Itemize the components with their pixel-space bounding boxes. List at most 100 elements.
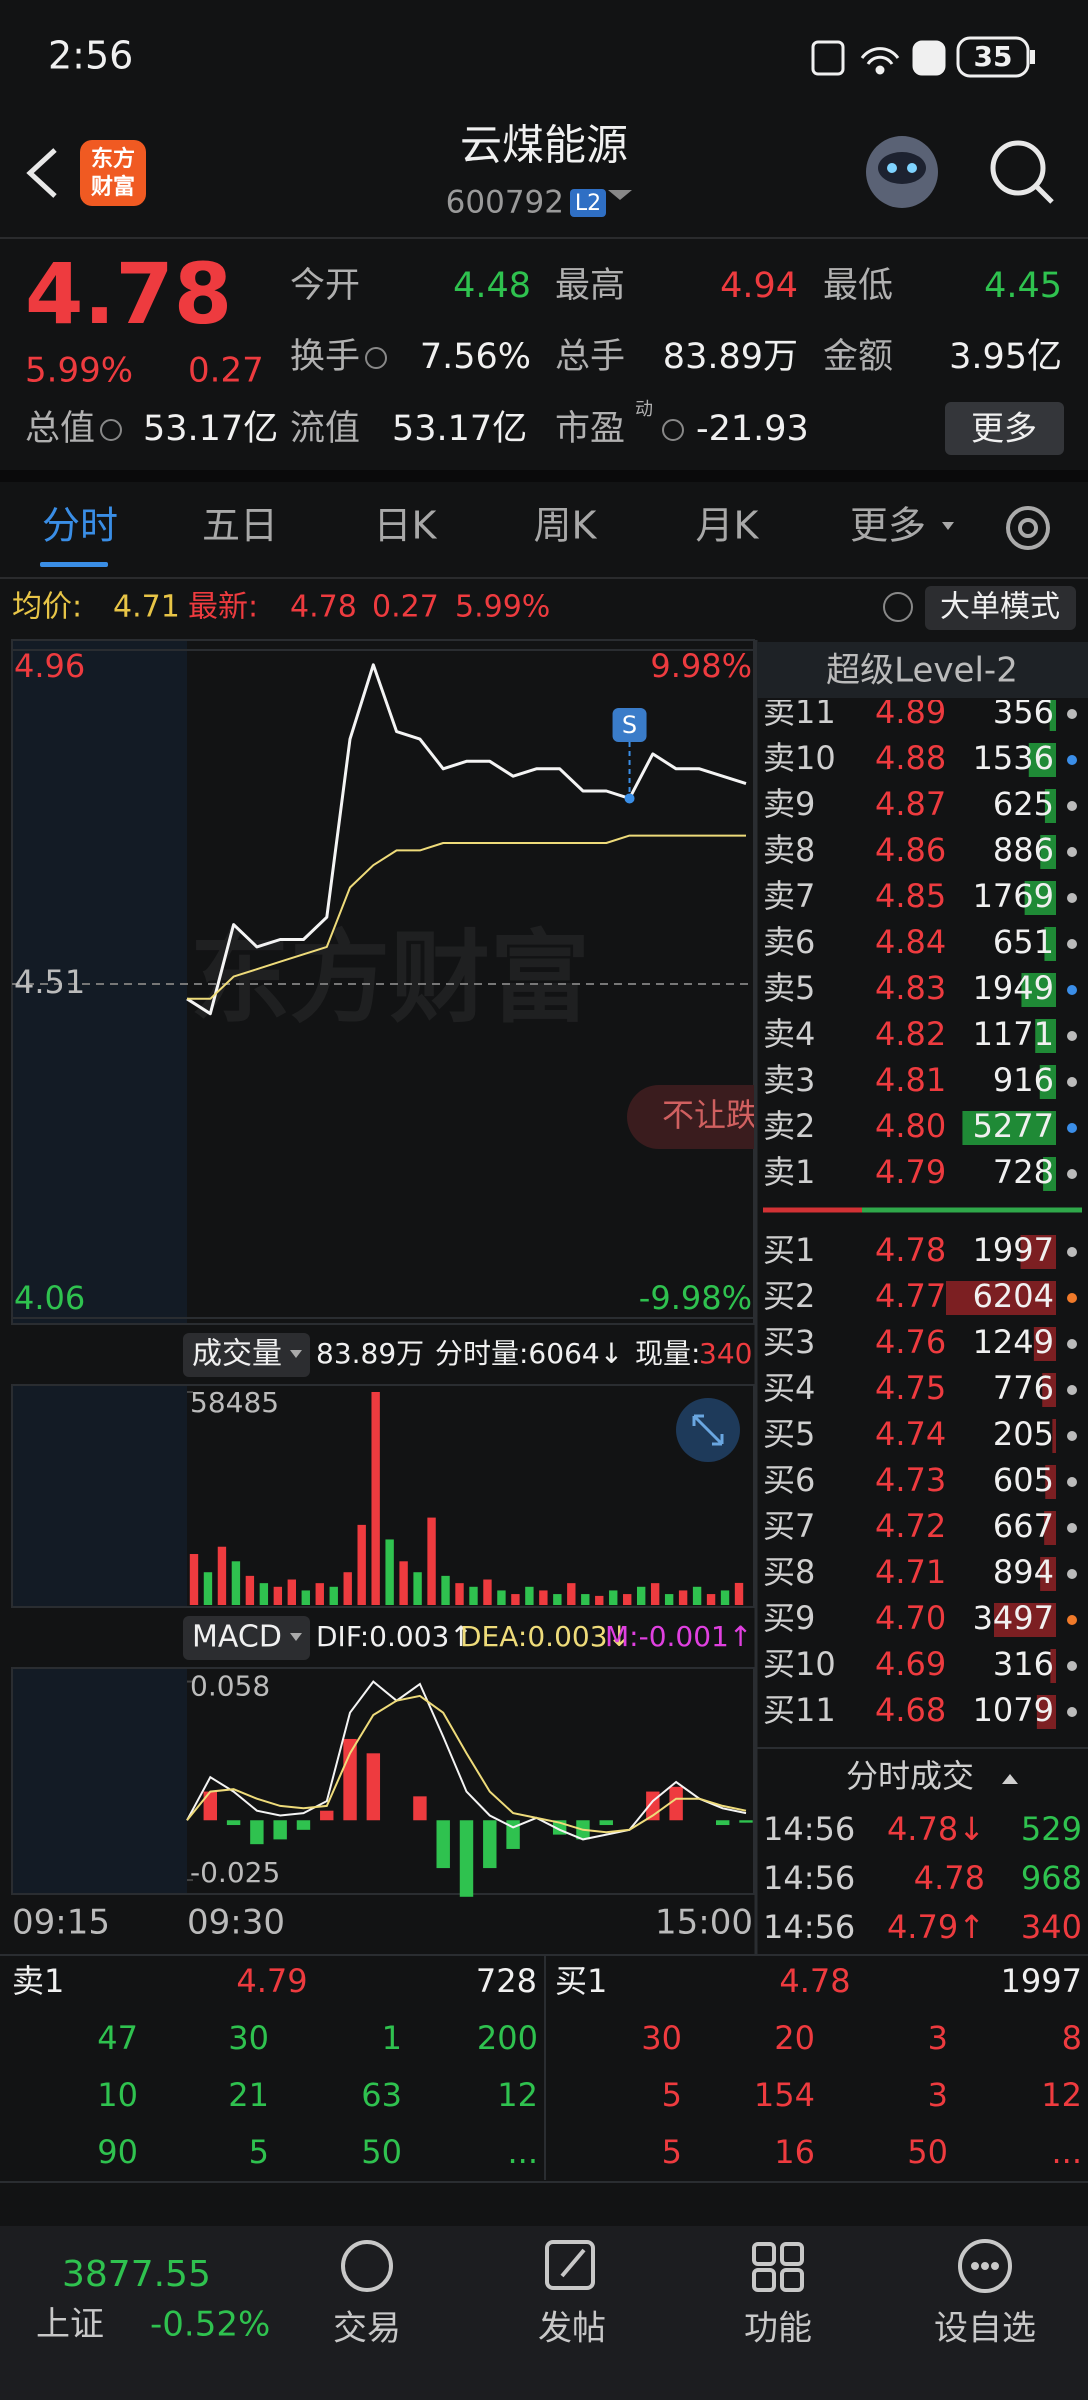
book-volume: 316 [993, 1645, 1054, 1683]
queue-order: 8 [1062, 2019, 1082, 2057]
nav-item[interactable]: 交易 [333, 2309, 401, 2349]
book-dot [1067, 1385, 1077, 1395]
macd-bar [320, 1810, 334, 1821]
code-dropdown[interactable] [608, 190, 632, 200]
book-label: 卖7 [763, 877, 815, 915]
indicator-select[interactable] [183, 1333, 310, 1377]
book-label: 买5 [763, 1415, 815, 1453]
premarket-zone [12, 1385, 187, 1607]
tab[interactable]: 日K [374, 504, 438, 548]
tab[interactable]: 分时 [42, 504, 118, 548]
book-label: 卖5 [763, 969, 815, 1007]
nav-item[interactable]: 功能 [744, 2309, 812, 2349]
panel-header [757, 642, 1088, 698]
indicator-name: MACD [192, 1620, 282, 1655]
tab-caret[interactable] [942, 522, 954, 530]
trade-volume: 529 [1021, 1810, 1082, 1848]
macd-bar [716, 1820, 730, 1826]
volume-bar [217, 1546, 227, 1605]
index-pct[interactable]: -0.52% [150, 2305, 270, 2345]
stock-name: 云煤能源 [460, 121, 628, 170]
book-volume: 651 [993, 923, 1054, 961]
book-price: 4.77 [875, 1277, 946, 1315]
assistant-icon[interactable] [866, 136, 938, 208]
volume-bar [539, 1590, 548, 1605]
book-label: 买2 [763, 1277, 815, 1315]
book-volume: 1769 [973, 877, 1054, 915]
info-icon[interactable] [365, 347, 387, 369]
volume-bar [720, 1590, 730, 1605]
field-value: 53.17亿 [143, 409, 278, 449]
tab[interactable]: 更多 [850, 504, 926, 548]
more-button[interactable]: 更多 [971, 409, 1037, 448]
macd-bar [599, 1820, 613, 1826]
field-value: 4.45 [984, 266, 1062, 306]
nav-item[interactable]: 发帖 [538, 2309, 606, 2349]
field-label: 最高 [555, 266, 625, 306]
stock-code: 600792 [446, 185, 564, 221]
volume-bar [273, 1586, 283, 1605]
search-button[interactable] [990, 140, 1054, 204]
info-icon[interactable] [662, 419, 684, 441]
tab[interactable]: 五日 [202, 504, 278, 548]
book-dot [1067, 1339, 1077, 1349]
volume-bar [357, 1524, 366, 1605]
indicator-select[interactable] [183, 1616, 310, 1660]
volume-bar [664, 1594, 674, 1605]
macd-bar [459, 1820, 474, 1897]
field-label: 今开 [290, 266, 360, 306]
queue-order: 1 [382, 2019, 402, 2057]
back-button[interactable] [26, 148, 57, 198]
book-dot [1067, 1569, 1077, 1579]
book-volume: 3497 [973, 1599, 1054, 1637]
trades-caret[interactable] [1002, 1774, 1018, 1784]
book-price: 4.83 [875, 969, 946, 1007]
book-volume: 916 [993, 1061, 1054, 1099]
book-label: 买10 [763, 1645, 836, 1683]
more-button-bg[interactable] [945, 402, 1064, 455]
section-gap [0, 470, 1088, 482]
settings-button[interactable] [1006, 506, 1050, 550]
book-label: 卖6 [763, 923, 815, 961]
trades-title[interactable]: 分时成交 [846, 1757, 974, 1795]
queue-order: 63 [361, 2076, 402, 2114]
field-value: 83.89万 [663, 337, 798, 377]
nav-item[interactable]: 设自选 [934, 2309, 1036, 2349]
macd-bar [483, 1820, 497, 1869]
help-icon[interactable] [883, 592, 913, 622]
marker-bg[interactable] [612, 708, 647, 742]
info-icon[interactable] [100, 419, 122, 441]
y-tick-label: 0.058 [190, 1670, 270, 1703]
level-label: 买1 [555, 1962, 607, 2000]
tab-indicator [40, 562, 108, 567]
book-price: 4.80 [875, 1107, 946, 1145]
volume-bar [595, 1595, 604, 1605]
book-label: 买8 [763, 1553, 815, 1591]
book-price: 4.85 [875, 877, 946, 915]
book-volume: 667 [993, 1507, 1054, 1545]
index-name[interactable]: 上证 [36, 2305, 104, 2345]
index-value[interactable]: 3877.55 [62, 2254, 211, 2295]
queue-order: 30 [228, 2019, 269, 2057]
volume-bar [441, 1575, 450, 1605]
mode-button[interactable]: 大单模式 [940, 590, 1060, 625]
mode-button-bg[interactable] [925, 586, 1076, 630]
depth-bar [1044, 789, 1056, 823]
macd-bar [669, 1786, 683, 1821]
chart-frame [11, 1667, 755, 1895]
button-bg [627, 1085, 754, 1149]
tab[interactable]: 周K [534, 504, 598, 548]
level-price: 4.79 [236, 1962, 307, 2000]
marker-dot [624, 793, 635, 804]
bottom-nav [0, 2226, 1088, 2400]
watermark: 东方财富 [190, 919, 590, 1036]
volume-bar [650, 1583, 660, 1605]
last-price: 4.78 [25, 245, 232, 343]
floating-button[interactable]: 不让跌 [627, 1085, 787, 1149]
premarket-zone [12, 1668, 187, 1894]
depth-bar [1033, 1327, 1056, 1361]
queue-order: 154 [754, 2076, 815, 2114]
macd-bar [226, 1820, 241, 1826]
tab[interactable]: 月K [696, 504, 760, 548]
